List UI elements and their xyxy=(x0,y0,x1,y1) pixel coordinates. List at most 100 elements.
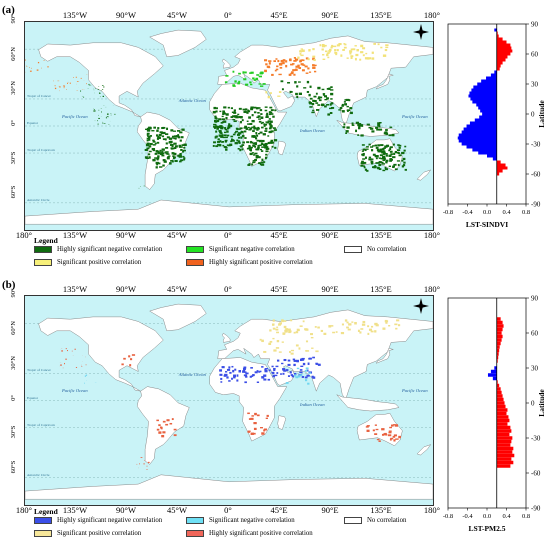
ocean-label: Indian Ocean xyxy=(300,402,325,407)
legend-swatch xyxy=(34,517,52,524)
legend-swatch xyxy=(34,259,52,266)
legend-item: Highly significant negative correlation xyxy=(34,246,162,253)
profile-bar xyxy=(497,62,503,65)
profile-bar xyxy=(471,89,496,92)
profile-bar xyxy=(497,405,506,409)
x-tick-label: 0.4 xyxy=(502,513,511,520)
profile-bar xyxy=(464,128,497,131)
profile-bar xyxy=(497,321,503,325)
legend-label: Highly significant positive correlation xyxy=(209,530,313,537)
longitude-tick-label: 180° xyxy=(424,230,440,240)
longitude-tick-label: 180° xyxy=(424,505,440,515)
profile-bar xyxy=(477,83,497,86)
profile-bar xyxy=(497,170,503,173)
y-tick-label: 0 xyxy=(531,111,535,119)
legend-swatch xyxy=(344,517,362,524)
profile-bar xyxy=(497,53,511,56)
longitude-tick-label: 45°E xyxy=(270,10,287,20)
longitude-tick-label: 0° xyxy=(224,10,232,20)
y-tick-label: 0 xyxy=(531,400,535,408)
longitude-tick-label: 90°E xyxy=(321,10,338,20)
profile-bar xyxy=(497,454,515,458)
longitude-tick-label: 135°E xyxy=(370,230,391,240)
reference-line-label: Antarctic Circle xyxy=(27,473,49,477)
reference-line-label: Tropic of Cancer xyxy=(27,94,51,98)
y-tick-label: 30 xyxy=(531,81,539,89)
profile-bar xyxy=(497,436,513,440)
longitude-tick-label: 180° xyxy=(424,284,440,294)
profile-bar xyxy=(459,134,497,137)
profile-bar xyxy=(497,41,507,44)
profile-bar xyxy=(497,440,512,444)
profile-bar xyxy=(475,119,497,122)
latitude-tick-label: 0° xyxy=(10,395,17,401)
profile-bar xyxy=(497,464,511,468)
legend-swatch xyxy=(344,246,362,253)
profile-bar xyxy=(470,98,496,101)
profile-bar xyxy=(497,164,506,167)
latitude-tick-label: 90° xyxy=(10,14,17,23)
y-tick-label: -60 xyxy=(531,470,541,478)
latitude-tick-label: 30°N xyxy=(10,81,17,95)
profile-bar xyxy=(497,331,502,335)
x-tick-label: 0.0 xyxy=(483,209,491,216)
profile-bar xyxy=(497,56,508,59)
x-tick-label: 0.0 xyxy=(483,513,491,520)
profile-bar xyxy=(497,38,503,41)
legend-swatch xyxy=(34,246,52,253)
y-tick-label: 60 xyxy=(531,330,539,338)
profile-bar xyxy=(497,450,513,454)
longitude-tick-label: 90°W xyxy=(116,505,136,515)
profile-bar xyxy=(497,59,506,62)
legend-label: Highly significant positive correlation xyxy=(209,259,313,266)
profile-bar xyxy=(469,92,496,95)
profile-bar xyxy=(497,345,500,349)
profile-bar xyxy=(493,377,497,381)
y-tick-label: -90 xyxy=(531,201,541,209)
world-map-svg xyxy=(25,22,433,230)
legend-swatch xyxy=(34,530,52,537)
legend-item: No correlation xyxy=(344,517,406,524)
latitude-tick-label: 30°N xyxy=(10,356,17,370)
profile-bar xyxy=(486,77,497,80)
world-map-svg xyxy=(25,296,433,505)
profile-bar xyxy=(462,143,497,146)
legend-item: Highly significant negative correlation xyxy=(34,517,162,524)
legend-item: Highly significant positive correlation xyxy=(186,530,313,537)
x-tick-label: 0.8 xyxy=(522,209,530,216)
legend-label: Highly significant negative correlation xyxy=(57,517,162,524)
profile-bar xyxy=(497,324,504,328)
ocean-label: Indian Ocean xyxy=(300,128,325,133)
legend-swatch xyxy=(186,517,204,524)
profile-bar xyxy=(497,335,503,339)
longitude-tick-label: 45°W xyxy=(167,10,187,20)
x-tick-label: 0.4 xyxy=(502,209,511,216)
profile-bar xyxy=(497,394,503,398)
latitude-tick-label: 30°S xyxy=(10,426,17,439)
legend-item: Significant negative correlation xyxy=(186,246,295,253)
profile-bar xyxy=(497,415,509,419)
profile-bar xyxy=(497,461,514,465)
reference-line-label: Tropic of Capricorn xyxy=(27,148,55,152)
longitude-tick-label: 45°W xyxy=(167,505,187,515)
profile-bar xyxy=(497,47,512,50)
profile-bar xyxy=(497,161,501,164)
longitude-tick-label: 0° xyxy=(224,284,232,294)
longitude-tick-label: 90°E xyxy=(321,230,338,240)
profile-bar xyxy=(497,457,512,461)
legend-item: No correlation xyxy=(344,246,406,253)
ocean-label: Pacific Ocean xyxy=(62,388,88,393)
profile-bar xyxy=(491,74,497,77)
x-axis-label: LST-PM2.5 xyxy=(468,524,505,533)
legend-label: Significant negative correlation xyxy=(209,517,295,524)
legend-item: Significant positive correlation xyxy=(34,530,141,537)
longitude-tick-label: 45°W xyxy=(167,230,187,240)
longitude-tick-label: 135°E xyxy=(370,505,391,515)
profile-bar xyxy=(497,433,510,437)
y-tick-label: 90 xyxy=(531,21,539,29)
y-tick-label: -30 xyxy=(531,141,541,149)
profile-bar xyxy=(480,110,497,113)
